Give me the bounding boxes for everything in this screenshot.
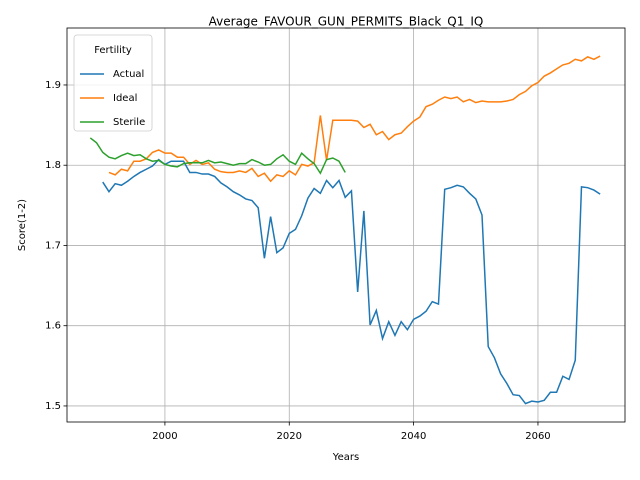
y-tick-label: 1.9 <box>45 80 61 91</box>
legend: Fertility Actual Ideal Sterile <box>73 34 153 132</box>
lines <box>89 55 601 405</box>
legend-box <box>73 34 153 132</box>
grid: 2000 2020 2040 2060 1.5 1.6 1.7 1.8 1.9 <box>45 28 625 442</box>
legend-label: Actual <box>113 69 144 80</box>
x-axis-label: Years <box>332 452 359 463</box>
x-tick-label: 2020 <box>277 431 302 442</box>
chart-title: Average_FAVOUR_GUN_PERMITS_Black_Q1_IQ <box>209 15 484 29</box>
y-tick-label: 1.5 <box>45 401 61 412</box>
series-line <box>89 137 346 175</box>
x-tick-label: 2040 <box>401 431 426 442</box>
y-axis-label: Score(1-2) <box>17 199 28 251</box>
legend-title: Fertility <box>94 45 132 56</box>
series-line <box>108 55 601 183</box>
legend-label: Ideal <box>113 93 137 104</box>
x-tick-label: 2060 <box>525 431 550 442</box>
y-tick-label: 1.7 <box>45 240 61 251</box>
y-tick-label: 1.6 <box>45 321 61 332</box>
series-line <box>102 158 601 405</box>
x-tick-label: 2000 <box>152 431 177 442</box>
legend-label: Sterile <box>113 117 145 128</box>
plot-frame <box>66 27 626 423</box>
y-tick-label: 1.8 <box>45 160 61 171</box>
